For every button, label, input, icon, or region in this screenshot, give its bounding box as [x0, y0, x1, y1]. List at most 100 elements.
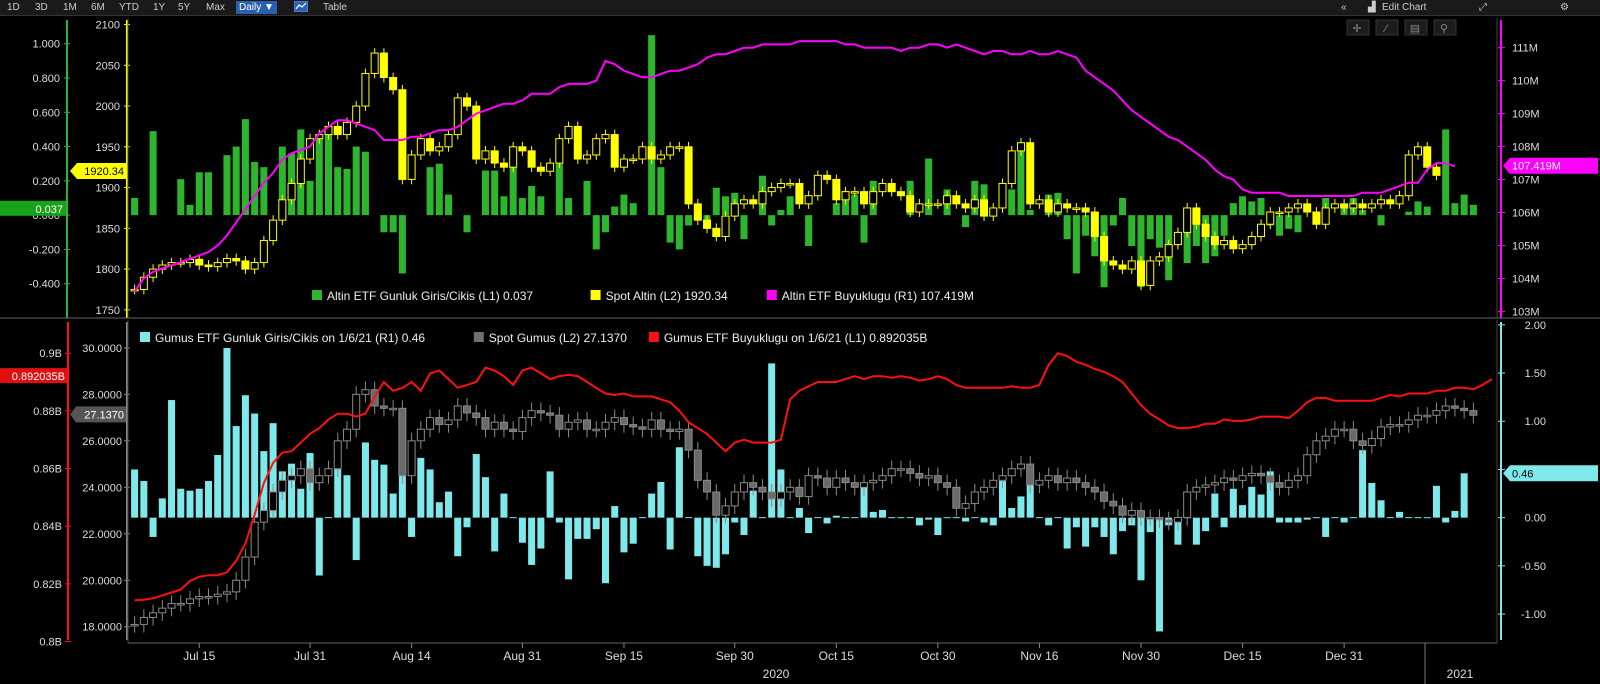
silver-flow-bar	[1257, 494, 1265, 518]
gold-price-tick-label: 1800	[96, 264, 120, 276]
gold-flow-bar	[620, 194, 628, 216]
silver-candle	[1469, 410, 1478, 416]
gold-flow-bar	[186, 204, 194, 216]
silver-candle	[610, 417, 619, 423]
gold-flow-bar	[1109, 215, 1117, 226]
silver-flow-bar	[1331, 517, 1339, 519]
gold-candle	[1377, 199, 1386, 205]
collapse-icon[interactable]: «	[1341, 2, 1347, 13]
gold-flow-bar	[722, 196, 730, 216]
gold-candle	[527, 150, 536, 168]
range-ytd-button[interactable]: YTD	[119, 2, 139, 13]
range-3d-button[interactable]: 3D	[35, 2, 48, 13]
gold-candle	[1044, 199, 1053, 213]
gold-flow-bar	[648, 35, 656, 216]
gold-candle	[546, 162, 555, 172]
silver-flow-bar	[878, 509, 886, 518]
silver-flow-bar	[962, 517, 970, 522]
gold-candle	[647, 146, 656, 160]
silver-flow-bar	[168, 400, 176, 518]
gold-candle	[906, 195, 915, 213]
silver-flow-bar	[1303, 517, 1311, 520]
date-axis-label: Nov 16	[1020, 649, 1058, 663]
silver-candle	[389, 407, 398, 411]
gold-candle	[1146, 260, 1155, 286]
gold-flow-tick-label: -0.400	[29, 279, 60, 291]
silver-flow-bar	[1451, 510, 1459, 518]
edit-chart-icon[interactable]: ▟	[1368, 2, 1376, 13]
silver-etf-size-series-line	[134, 352, 1493, 602]
gold-candle	[601, 134, 610, 140]
range-1y-button[interactable]: 1Y	[153, 2, 166, 13]
edit-chart-button[interactable]: Edit Chart	[1382, 2, 1427, 13]
gold-candle	[850, 191, 859, 194]
gold-flow-tick-label: 0.600	[32, 107, 60, 119]
silver-flow-bar	[1414, 517, 1422, 519]
silver-flow-bar	[149, 517, 157, 537]
gold-candle	[1072, 207, 1081, 210]
silver-legend-background	[134, 327, 970, 348]
gold-candle	[435, 146, 444, 152]
gold-candle	[518, 146, 527, 152]
chart-toolbar: 1D 3D 1M 6M YTD 1Y 5Y Max Daily ▼ Table …	[0, 0, 1600, 16]
settings-gear-icon[interactable]: ⚙	[1560, 2, 1569, 13]
silver-candle	[379, 405, 388, 409]
silver-candle	[1100, 491, 1109, 502]
silver-flow-bar	[657, 481, 665, 518]
table-button[interactable]: Table	[323, 2, 347, 13]
gold-price-tick-label: 2000	[96, 101, 120, 113]
silver-flow-bar	[223, 329, 231, 518]
gold-candle	[1321, 207, 1330, 225]
silver-flow-bar	[315, 517, 323, 576]
expand-icon[interactable]: ⤢	[1479, 2, 1487, 13]
silver-candle	[656, 419, 665, 430]
gold-flow-bar	[1423, 206, 1431, 216]
range-1d-button[interactable]: 1D	[7, 2, 20, 13]
range-6m-button[interactable]: 6M	[91, 2, 105, 13]
range-1m-button[interactable]: 1M	[63, 2, 77, 13]
silver-candle	[1367, 438, 1376, 446]
silver-price-tick-label: 30.0000	[82, 343, 122, 355]
silver-candle	[1303, 454, 1312, 477]
silver-candle	[315, 475, 324, 484]
gold-candle	[1173, 231, 1182, 246]
gold-flow-bar	[195, 172, 203, 216]
gold-candle	[509, 146, 518, 168]
silver-flow-bar	[592, 517, 600, 530]
silver-flow-bar	[186, 490, 194, 518]
gold-candle	[462, 97, 472, 107]
silver-candle	[813, 475, 822, 479]
silver-flow-bar	[1359, 450, 1367, 518]
silver-flow-bar	[897, 517, 905, 519]
silver-candle	[1321, 435, 1330, 442]
silver-flow-bar	[380, 464, 388, 518]
gold-candle	[1220, 240, 1229, 246]
gold-flow-bar	[1405, 211, 1413, 216]
range-max-button[interactable]: Max	[206, 2, 225, 13]
silver-flow-bar	[214, 454, 222, 518]
gold-flow-bar	[324, 129, 333, 216]
gold-price-tick-label: 1850	[96, 223, 120, 235]
silver-flow-bar	[574, 517, 582, 539]
gold-flow-bar	[251, 162, 259, 216]
period-dropdown[interactable]: Daily ▼	[236, 1, 277, 14]
silver-candle	[342, 428, 351, 442]
silver-flow-bar	[1202, 517, 1210, 532]
silver-candle	[878, 475, 887, 481]
silver-flow-bar	[537, 517, 545, 549]
gold-flow-bar	[777, 210, 785, 216]
gold-candle	[1127, 260, 1136, 270]
silver-candle	[269, 491, 278, 512]
silver-flow-bar	[500, 493, 508, 518]
range-5y-button[interactable]: 5Y	[178, 2, 191, 13]
silver-candle	[786, 486, 795, 493]
silver-candle	[176, 602, 185, 606]
gold-candle	[1035, 199, 1044, 205]
gold-candle	[1118, 264, 1127, 270]
chart-type-icon[interactable]	[291, 1, 311, 14]
gold-flow-bar	[481, 170, 489, 216]
silver-flow-bar	[685, 517, 693, 519]
date-axis-label: Sep 30	[716, 649, 754, 663]
silver-candle	[619, 417, 628, 426]
gold-flow-bar	[565, 198, 573, 216]
